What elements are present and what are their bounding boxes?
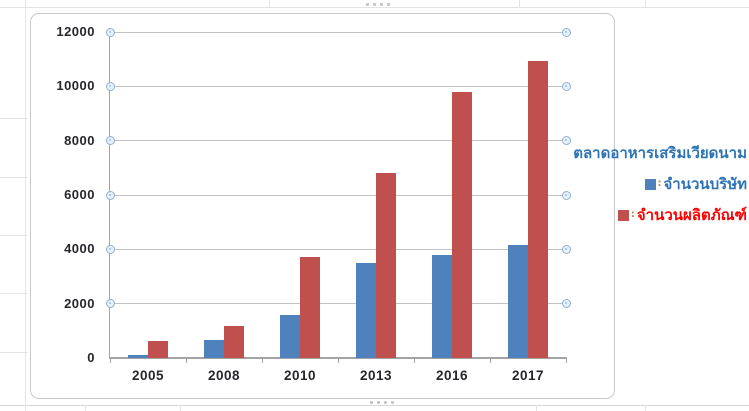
spreadsheet-gridline bbox=[519, 0, 520, 7]
bar-2005-companies[interactable] bbox=[128, 355, 148, 358]
x-axis-tick-label: 2013 bbox=[359, 368, 393, 383]
x-axis-tick-label: 2008 bbox=[207, 368, 241, 383]
x-axis-tickmark bbox=[414, 358, 415, 363]
legend-separator: : bbox=[630, 208, 635, 220]
spreadsheet-gridline bbox=[0, 405, 749, 406]
spreadsheet-gridline bbox=[269, 0, 270, 7]
gridline-selection-handle-icon bbox=[105, 136, 115, 146]
legend-item-label: จำนวนผลิตภัณฑ์ bbox=[636, 206, 747, 224]
x-axis-tickmark bbox=[186, 358, 187, 363]
gridline bbox=[110, 140, 566, 142]
gridline-selection-handle-icon bbox=[561, 244, 571, 254]
gridline-selection-handle-icon bbox=[561, 81, 571, 91]
spreadsheet-gridline bbox=[0, 352, 28, 353]
x-axis-tick-label: 2005 bbox=[131, 368, 165, 383]
y-axis-tick-label: 0 bbox=[87, 350, 95, 365]
spreadsheet-gridline bbox=[645, 0, 646, 7]
bar-2005-products[interactable] bbox=[148, 341, 168, 358]
gridline bbox=[110, 303, 566, 305]
gridline bbox=[110, 248, 566, 250]
spreadsheet-gridline bbox=[25, 0, 26, 411]
legend-item-label: จำนวนบริษัท bbox=[663, 175, 748, 193]
gridline bbox=[110, 194, 566, 196]
spreadsheet-gridline bbox=[180, 405, 181, 411]
gridline-selection-handle-icon bbox=[561, 27, 571, 37]
chart-resize-handle-top[interactable] bbox=[366, 3, 390, 6]
legend-item-products[interactable]: : จำนวนผลิตภัณฑ์ bbox=[617, 203, 747, 227]
gridline-selection-handle-icon bbox=[561, 136, 571, 146]
gridline-selection-handle-icon bbox=[105, 81, 115, 91]
gridline-selection-handle-icon bbox=[561, 190, 571, 200]
gridline bbox=[110, 31, 566, 33]
legend-separator: : bbox=[657, 177, 662, 189]
bar-2013-products[interactable] bbox=[376, 173, 396, 358]
gridline-selection-handle-icon bbox=[561, 299, 571, 309]
x-axis-tickmark bbox=[490, 358, 491, 363]
y-axis-tick-label: 4000 bbox=[64, 241, 95, 257]
gridline-selection-handle-icon bbox=[105, 190, 115, 200]
gridline-selection-handle-icon bbox=[105, 27, 115, 37]
y-axis-tick-label: 6000 bbox=[64, 187, 95, 202]
legend-item-companies[interactable]: : จำนวนบริษัท bbox=[644, 172, 748, 196]
bar-2008-products[interactable] bbox=[224, 326, 244, 358]
spreadsheet-gridline bbox=[85, 405, 86, 411]
x-axis-tick-label: 2017 bbox=[511, 368, 545, 383]
spreadsheet-gridline bbox=[645, 405, 646, 411]
bar-2008-companies[interactable] bbox=[204, 340, 224, 358]
spreadsheet-gridline bbox=[0, 177, 28, 178]
chart-resize-handle-bottom[interactable] bbox=[370, 401, 394, 404]
bar-2016-companies[interactable] bbox=[432, 255, 452, 358]
bar-2016-products[interactable] bbox=[452, 92, 472, 358]
y-axis-tick-label: 12000 bbox=[56, 24, 95, 39]
y-axis-tick-label: 2000 bbox=[64, 295, 95, 311]
bar-2010-products[interactable] bbox=[300, 257, 320, 358]
x-axis-tickmark bbox=[338, 358, 339, 363]
chart-legend: ตลาดอาหารเสริมเวียดนาม : จำนวนบริษัท : จ… bbox=[547, 141, 747, 227]
x-axis-tickmark bbox=[262, 358, 263, 363]
spreadsheet-gridline bbox=[0, 293, 28, 294]
y-axis-tick-label: 10000 bbox=[56, 78, 95, 94]
bar-2013-companies[interactable] bbox=[356, 263, 376, 358]
gridline-selection-handle-icon bbox=[105, 244, 115, 254]
bar-2010-companies[interactable] bbox=[280, 315, 300, 358]
series-products-swatch-icon bbox=[617, 209, 629, 221]
series-companies-swatch-icon bbox=[644, 178, 656, 190]
x-axis-tick-label: 2016 bbox=[435, 368, 469, 383]
spreadsheet-gridline bbox=[0, 7, 749, 8]
x-axis-tickmark bbox=[110, 358, 111, 363]
bar-2017-products[interactable] bbox=[528, 61, 548, 358]
spreadsheet-gridline bbox=[0, 235, 28, 236]
bar-2017-companies[interactable] bbox=[508, 245, 528, 358]
x-axis-tickmark bbox=[566, 358, 567, 363]
gridline bbox=[110, 85, 566, 87]
gridline-selection-handle-icon bbox=[105, 299, 115, 309]
legend-title[interactable]: ตลาดอาหารเสริมเวียดนาม bbox=[573, 144, 747, 162]
y-axis-tick-label: 8000 bbox=[64, 132, 95, 148]
x-axis-tick-label: 2010 bbox=[283, 368, 317, 383]
spreadsheet-gridline bbox=[0, 118, 28, 119]
spreadsheet-gridline bbox=[536, 405, 537, 411]
